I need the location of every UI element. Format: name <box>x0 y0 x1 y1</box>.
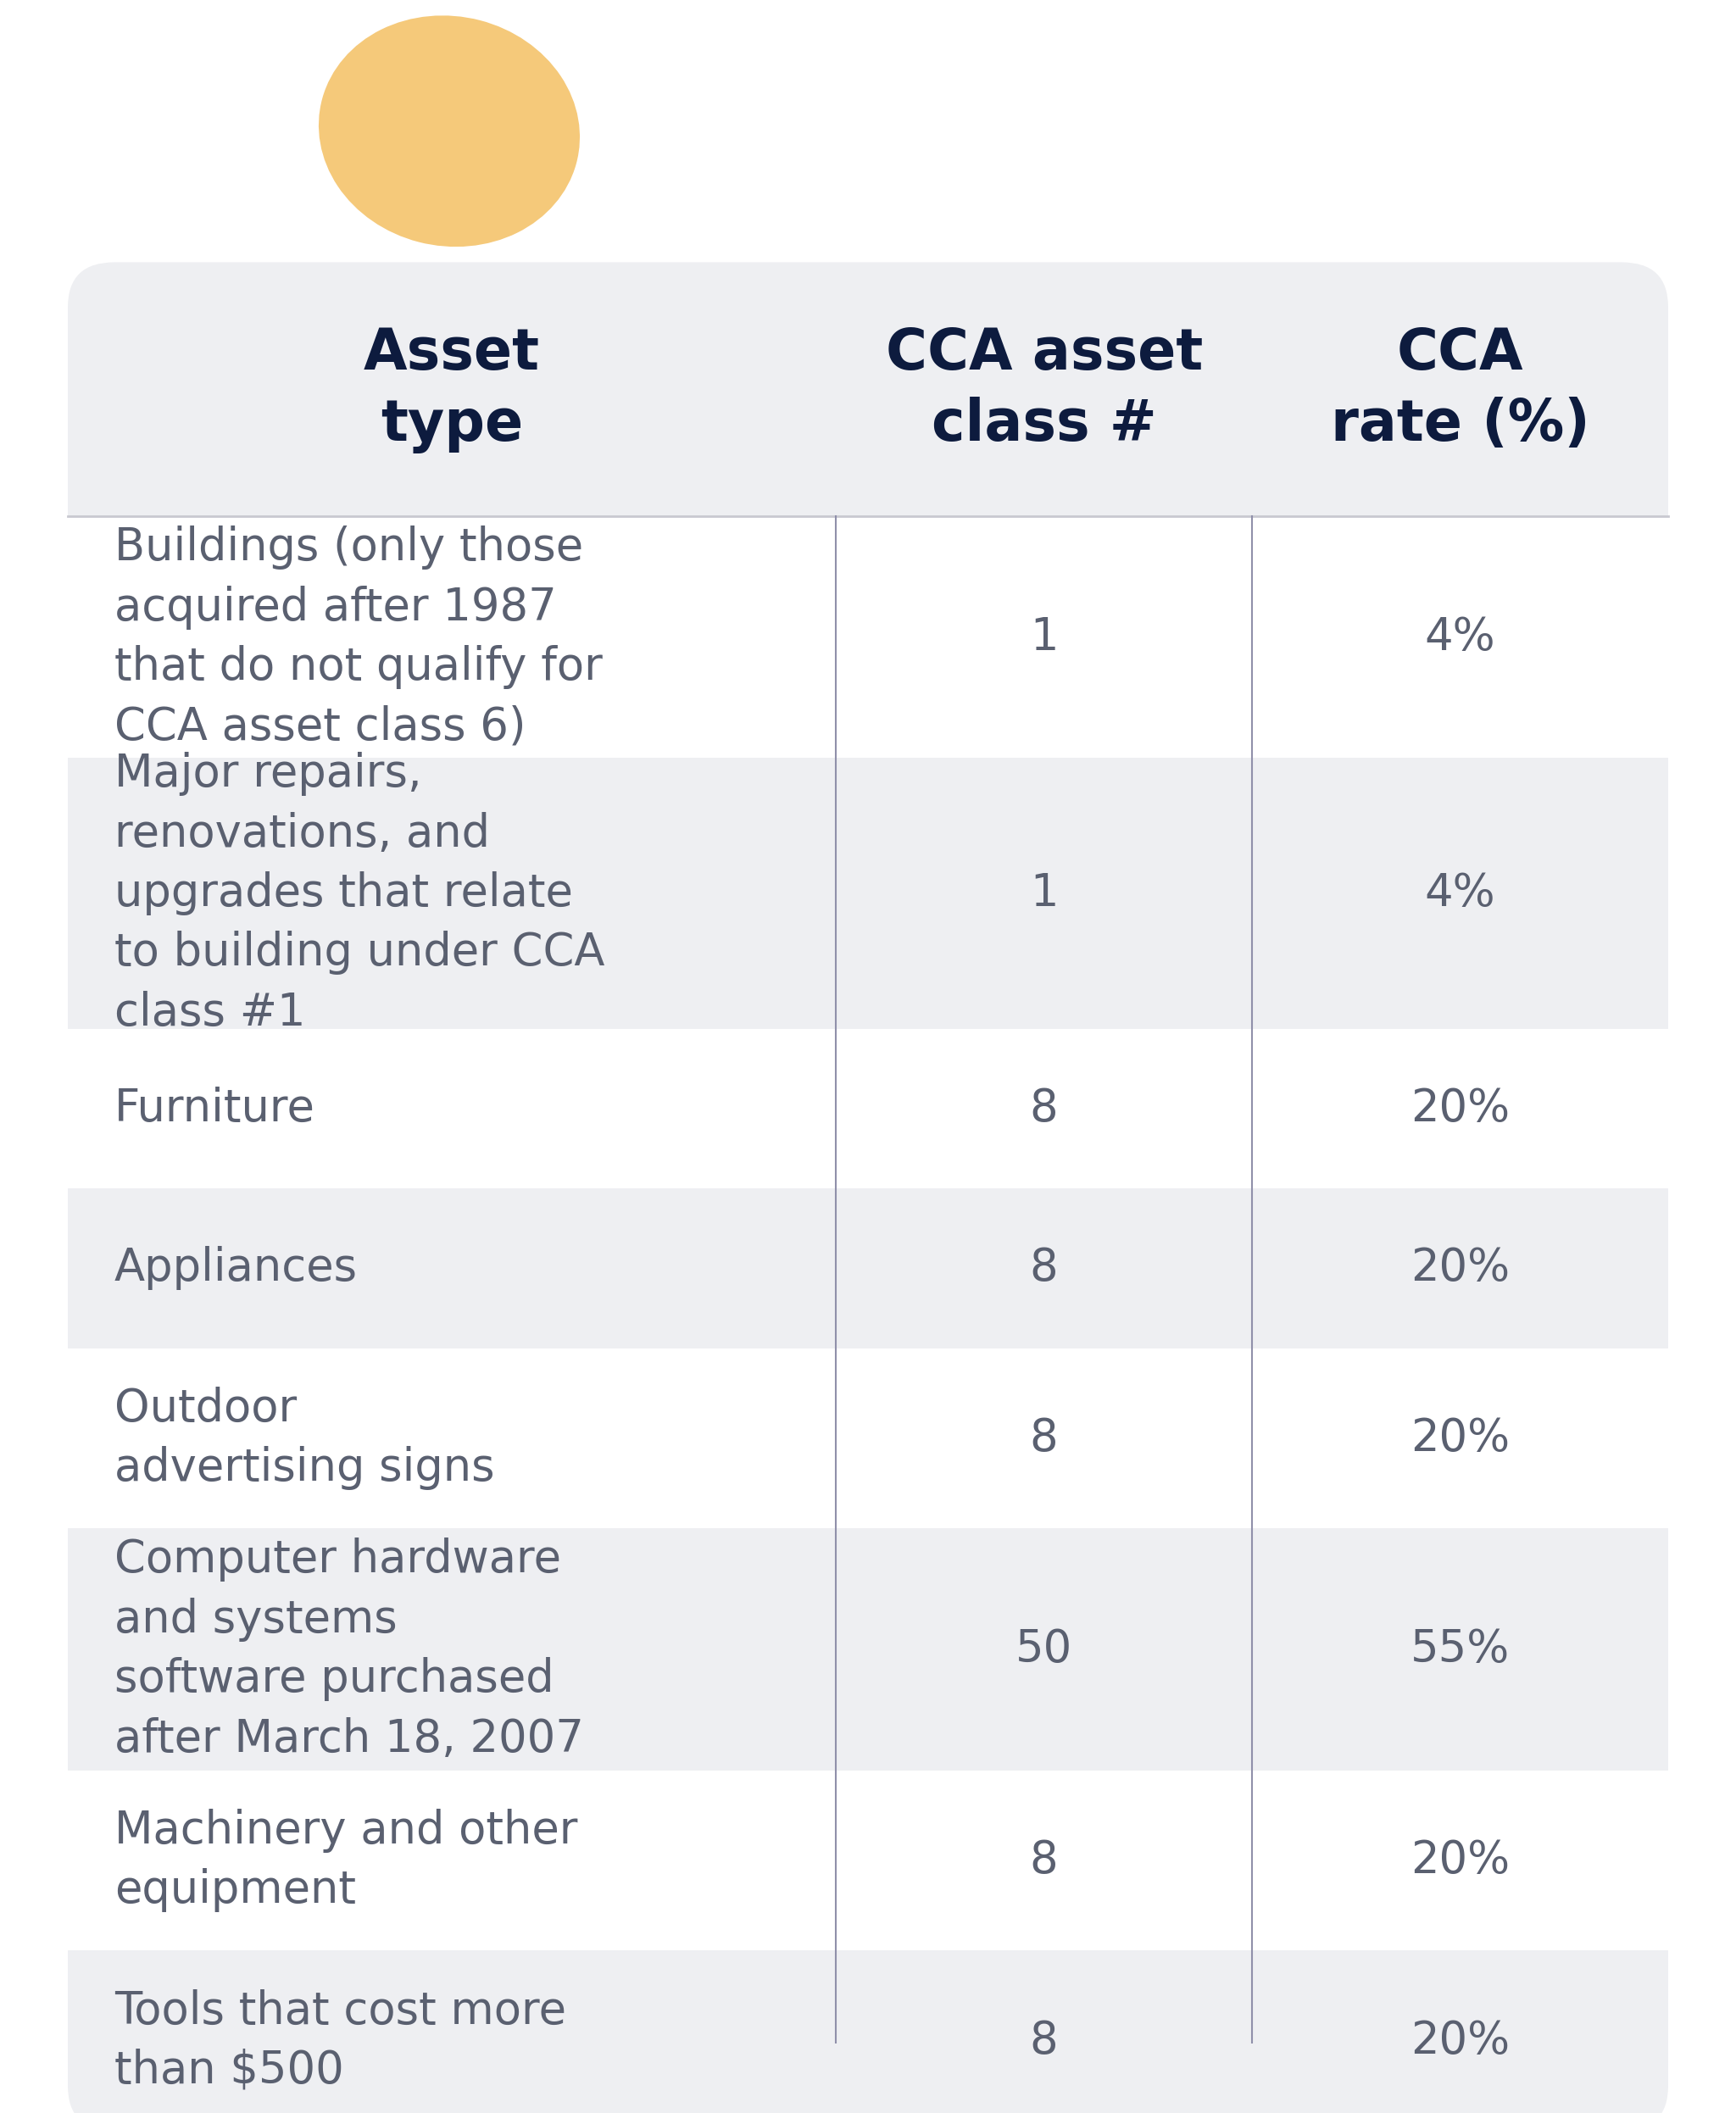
Polygon shape <box>68 1528 1668 1771</box>
Text: Machinery and other
equipment: Machinery and other equipment <box>115 1809 578 1912</box>
Polygon shape <box>68 1950 1668 2086</box>
Text: 20%: 20% <box>1410 1086 1510 1130</box>
Text: 8: 8 <box>1029 2018 1059 2062</box>
FancyBboxPatch shape <box>68 1950 1668 2113</box>
Text: Computer hardware
and systems
software purchased
after March 18, 2007: Computer hardware and systems software p… <box>115 1538 583 1760</box>
FancyBboxPatch shape <box>68 262 1668 2113</box>
Text: 20%: 20% <box>1410 1838 1510 1883</box>
Text: 1: 1 <box>1029 871 1059 915</box>
Text: Outdoor
advertising signs: Outdoor advertising signs <box>115 1386 495 1490</box>
Polygon shape <box>68 759 1668 1029</box>
Polygon shape <box>68 1188 1668 1348</box>
Text: 1: 1 <box>1029 615 1059 659</box>
Text: 8: 8 <box>1029 1086 1059 1130</box>
Text: CCA
rate (%): CCA rate (%) <box>1330 325 1590 452</box>
Text: Furniture: Furniture <box>115 1086 316 1130</box>
Text: 55%: 55% <box>1410 1627 1510 1671</box>
Text: CCA asset
class #: CCA asset class # <box>885 325 1203 452</box>
Text: 20%: 20% <box>1410 1247 1510 1291</box>
Text: Asset
type: Asset type <box>365 325 540 454</box>
Text: 20%: 20% <box>1410 2018 1510 2062</box>
Text: 4%: 4% <box>1425 871 1496 915</box>
Text: 20%: 20% <box>1410 1416 1510 1460</box>
Text: Appliances: Appliances <box>115 1247 358 1291</box>
Text: 8: 8 <box>1029 1247 1059 1291</box>
FancyBboxPatch shape <box>68 262 1668 516</box>
Text: 8: 8 <box>1029 1416 1059 1460</box>
Polygon shape <box>68 471 1668 516</box>
Ellipse shape <box>319 15 580 247</box>
Text: 50: 50 <box>1016 1627 1073 1671</box>
Text: Buildings (only those
acquired after 1987
that do not qualify for
CCA asset clas: Buildings (only those acquired after 198… <box>115 526 602 748</box>
Text: 8: 8 <box>1029 1838 1059 1883</box>
Text: 4%: 4% <box>1425 615 1496 659</box>
Text: Tools that cost more
than $500: Tools that cost more than $500 <box>115 1988 566 2092</box>
Text: Major repairs,
renovations, and
upgrades that relate
to building under CCA
class: Major repairs, renovations, and upgrades… <box>115 752 604 1035</box>
